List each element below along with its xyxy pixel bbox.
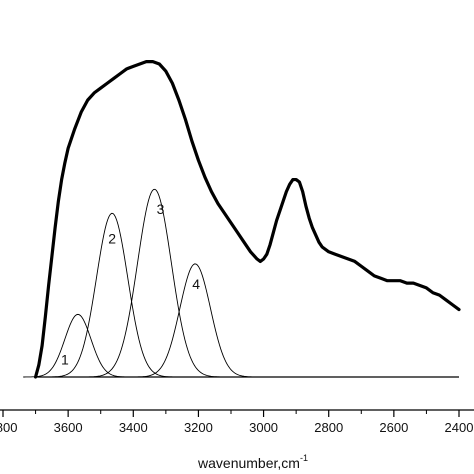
x-tick-label-2600: 2600 — [379, 420, 408, 435]
x-axis-title-superscript: -1 — [300, 453, 308, 463]
x-tick-label-2800: 2800 — [314, 420, 343, 435]
x-tick-label-3200: 3200 — [184, 420, 213, 435]
x-tick-label-3400: 3400 — [119, 420, 148, 435]
x-tick-label-2400: 2400 — [445, 420, 474, 435]
x-tick-label-3600: 3600 — [54, 420, 83, 435]
peak-label-4: 4 — [192, 276, 200, 292]
peak-labels-layer: 1 2 3 4 — [61, 201, 200, 367]
component-peak-3 — [83, 188, 226, 378]
peak-label-1: 1 — [61, 351, 69, 367]
component-peak-1 — [23, 313, 133, 378]
x-axis-title: wavenumber,cm-1 — [197, 453, 308, 471]
curves-layer — [23, 59, 461, 379]
x-tick-label-3800: 3800 — [0, 420, 17, 435]
x-axis-title-text: wavenumber,cm — [197, 455, 300, 471]
spectrum-line — [33, 59, 461, 379]
x-axis: 3800 3600 3400 3200 3000 2800 2600 2400 — [0, 409, 474, 435]
peak-label-2: 2 — [108, 230, 116, 246]
peak-label-3: 3 — [157, 201, 165, 217]
x-tick-label-3000: 3000 — [249, 420, 278, 435]
component-peak-4 — [130, 263, 259, 378]
